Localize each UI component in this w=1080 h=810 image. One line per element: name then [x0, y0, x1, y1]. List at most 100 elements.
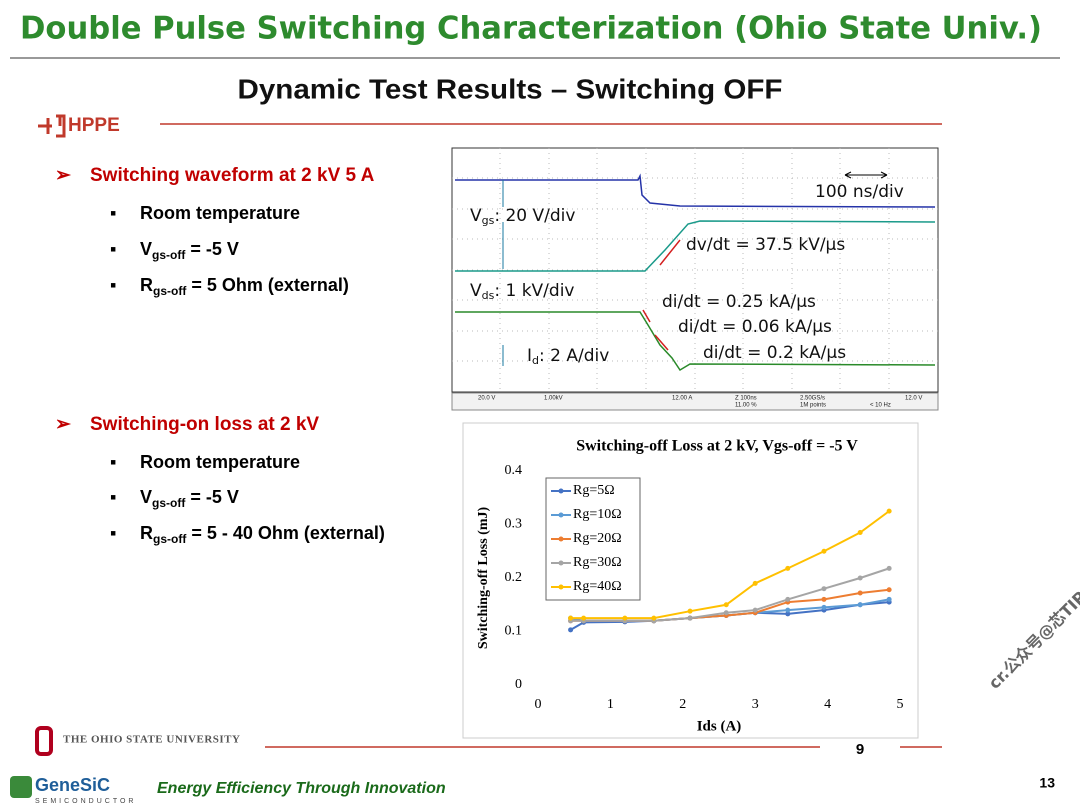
scope-label-sub: gs — [482, 214, 495, 227]
genesic-logo: GeneSiC SEMICONDUCTOR — [10, 775, 136, 805]
point — [857, 575, 863, 581]
point — [857, 590, 863, 596]
id-trace — [455, 311, 936, 372]
y-tick-label: 0.3 — [505, 517, 523, 532]
scope-label: Id: 2 A/div — [527, 346, 609, 367]
vgs-trace — [455, 173, 936, 208]
scope-status: Z 100ns — [735, 396, 757, 402]
point — [723, 610, 729, 616]
legend-marker — [558, 560, 564, 566]
y-tick-label: 0 — [515, 677, 522, 692]
point — [752, 607, 758, 613]
scope-label-part: I — [527, 346, 532, 366]
point — [886, 587, 892, 593]
arrow: ➢ — [55, 414, 72, 435]
osu-logo: THE OHIO STATE UNIVERSITY — [35, 726, 240, 756]
legend-label: Rg=30Ω — [573, 555, 622, 570]
x-tick-label: 0 — [535, 697, 542, 712]
x-tick-label: 4 — [824, 697, 831, 712]
arrow: ➢ — [55, 165, 72, 186]
x-axis-label: Ids (A) — [697, 718, 742, 734]
brand: GeneSiC — [35, 775, 110, 795]
chart: Switching-off Loss at 2 kV, Vgs-off = -5… — [476, 438, 903, 735]
x-tick-label: 2 — [679, 697, 686, 712]
scope: Vgs: 20 V/div Vds: 1 kV/div Id: 2 A/div … — [451, 147, 939, 411]
scope-status: 1.00kV — [544, 396, 563, 402]
bullet-part: V — [140, 487, 152, 507]
scope-status: 1M points — [800, 403, 826, 409]
y-tick-label: 0.1 — [505, 624, 523, 639]
bullet-dot: ▪ — [110, 523, 116, 543]
point — [821, 586, 827, 592]
bullet-dot: ▪ — [110, 452, 116, 472]
vds-trace — [455, 220, 936, 272]
scope-annotation: di/dt = 0.25 kA/µs — [662, 292, 816, 312]
point — [886, 508, 892, 514]
scope-label-part: V — [470, 281, 482, 301]
scope-status: 2.50GS/s — [800, 396, 825, 402]
scope-status: 12.00 A — [672, 396, 692, 402]
bullet: Rgs-off = 5 - 40 Ohm (external) — [140, 523, 385, 546]
bullet-dot: ▪ — [110, 203, 116, 223]
bullet-part: R — [140, 275, 153, 295]
brand-sub: SEMICONDUCTOR — [35, 798, 136, 805]
y-axis-label: Switching-off Loss (mJ) — [476, 507, 491, 650]
bullet-sub: gs-off — [153, 532, 187, 546]
bullet-dot: ▪ — [110, 487, 116, 507]
legend-label: Rg=5Ω — [573, 483, 615, 498]
legend-marker — [558, 488, 564, 494]
point — [568, 615, 574, 621]
scope-annotation: 100 ns/div — [815, 182, 904, 202]
section-heading: Switching waveform at 2 kV 5 A — [90, 165, 375, 186]
scope-label-part: : 20 V/div — [494, 206, 575, 226]
bullet: Rgs-off = 5 Ohm (external) — [140, 275, 349, 298]
bullet-part: V — [140, 239, 152, 259]
scope-label-part: : 1 kV/div — [494, 281, 574, 301]
point — [886, 565, 892, 571]
bullet-part: = 5 Ohm (external) — [186, 275, 349, 295]
watermark: cr.公众号@芯TIP — [985, 587, 1080, 692]
scope-annotation: dv/dt = 37.5 kV/µs — [686, 235, 845, 255]
x-tick-label: 1 — [607, 697, 614, 712]
scope-status: 11.00 % — [735, 403, 757, 409]
bullet: Vgs-off = -5 V — [140, 239, 239, 262]
y-tick-label: 0.2 — [505, 570, 523, 585]
scope-status: 12.0 V — [905, 396, 922, 402]
bullet-sub: gs-off — [152, 496, 186, 510]
legend-marker — [558, 536, 564, 542]
university: THE OHIO STATE UNIVERSITY — [63, 734, 240, 746]
point — [568, 627, 574, 633]
logo: HPPE — [38, 114, 120, 138]
point — [785, 607, 791, 613]
point — [821, 596, 827, 602]
scope-status: 20.0 V — [478, 396, 495, 402]
legend-label: Rg=10Ω — [573, 507, 622, 522]
bullet-part: = 5 - 40 Ohm (external) — [186, 523, 385, 543]
bullet-dot: ▪ — [110, 239, 116, 259]
tagline: Energy Efficiency Through Innovation — [157, 780, 446, 797]
bullet: Room temperature — [140, 452, 300, 472]
slope-arrows — [642, 239, 681, 351]
point — [651, 615, 657, 621]
point — [821, 604, 827, 610]
inner-page-number: 9 — [856, 741, 864, 758]
bullet-part: R — [140, 523, 153, 543]
bullet-sub: gs-off — [153, 284, 187, 298]
point — [886, 596, 892, 602]
point — [723, 602, 729, 608]
point — [785, 596, 791, 602]
page-title: Double Pulse Switching Characterization … — [20, 11, 1042, 47]
scope-label: Vds: 1 kV/div — [470, 281, 575, 302]
point — [785, 611, 791, 617]
bullet-sub: gs-off — [152, 248, 186, 262]
point — [857, 602, 863, 608]
legend-marker — [558, 584, 564, 590]
scope-label-part: : 2 A/div — [539, 346, 609, 366]
scope-grid — [452, 148, 938, 392]
scope-label-sub: d — [532, 354, 539, 367]
legend-label: Rg=40Ω — [573, 579, 622, 594]
point — [622, 615, 628, 621]
scope-label-sub: ds — [482, 289, 495, 302]
chart-title: Switching-off Loss at 2 kV, Vgs-off = -5… — [576, 438, 858, 455]
scope-status: < 10 Hz — [870, 403, 891, 409]
